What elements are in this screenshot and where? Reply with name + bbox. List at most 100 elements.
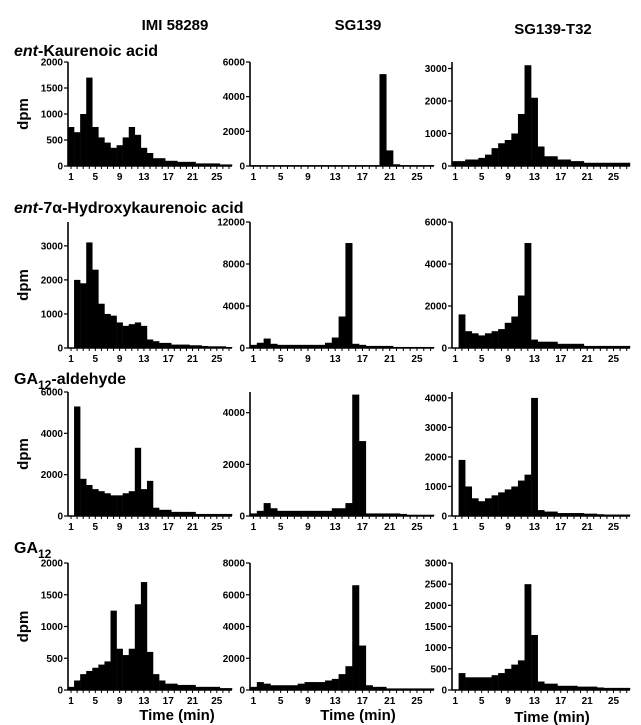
histogram-bar	[379, 513, 387, 516]
x-tick-label: 17	[555, 354, 567, 365]
histogram-bar	[465, 486, 473, 516]
histogram-bar	[171, 683, 178, 690]
y-tick-label: 1000	[425, 129, 448, 140]
x-tick-label: 13	[330, 696, 342, 707]
histogram-bar	[153, 674, 160, 691]
y-tick-label: 2000	[425, 302, 448, 313]
x-tick-label: 1	[68, 172, 74, 183]
histogram-bar	[165, 509, 172, 516]
histogram-bar	[177, 684, 184, 690]
histogram-bar	[616, 345, 624, 348]
histogram-bar	[557, 513, 565, 516]
histogram-bar	[531, 97, 538, 166]
x-tick-label: 17	[357, 172, 369, 183]
histogram-bar	[517, 295, 525, 348]
histogram-bar	[104, 493, 111, 516]
histogram-bar	[140, 489, 148, 516]
row-title-kaurenoic-acid: ent-Kaurenoic acid	[14, 43, 158, 60]
histogram-bar	[134, 322, 142, 348]
histogram-bar	[80, 114, 87, 166]
histogram-bar	[219, 346, 227, 348]
x-tick-label: 21	[187, 354, 199, 365]
histogram-bar	[304, 344, 312, 348]
x-tick-label: 17	[163, 354, 175, 365]
x-tick-label: 1	[453, 172, 459, 183]
y-tick-label: 0	[239, 686, 245, 697]
y-tick-label: 0	[57, 512, 63, 523]
histogram-bar	[171, 344, 178, 348]
histogram-bar	[458, 314, 466, 348]
histogram-bar	[498, 492, 505, 516]
x-tick-label: 9	[505, 522, 511, 533]
histogram-bar	[225, 688, 233, 691]
histogram-bar	[140, 325, 148, 348]
y-tick-label: 6000	[223, 58, 246, 69]
y-tick-label: 0	[441, 344, 447, 355]
x-tick-label: 25	[211, 354, 223, 365]
x-tick-label: 25	[608, 354, 620, 365]
x-tick-label: 9	[117, 522, 123, 533]
histogram-bar	[86, 670, 93, 690]
histogram-bar	[134, 134, 142, 166]
y-tick-label: 12000	[217, 218, 245, 229]
histogram-bar	[590, 162, 598, 166]
histogram-bar	[511, 316, 519, 348]
histogram-bar	[471, 677, 479, 690]
x-tick-label: 17	[163, 696, 175, 707]
histogram-bar	[134, 447, 142, 516]
histogram-bar	[207, 513, 215, 516]
x-tick-label: 17	[357, 696, 369, 707]
column-header-sg139-t32: SG139-T32	[514, 21, 592, 38]
x-tick-label: 21	[384, 354, 396, 365]
histogram-bar	[153, 158, 160, 166]
histogram-bar	[345, 243, 353, 348]
x-tick-label: 1	[68, 354, 74, 365]
histogram-bar	[128, 127, 136, 166]
histogram-bar	[74, 132, 81, 166]
histogram-bar	[471, 333, 479, 348]
histogram-bar	[603, 345, 611, 348]
histogram-bar	[159, 680, 166, 691]
y-axis-label: dpm	[15, 98, 32, 130]
histogram-bar	[207, 346, 215, 348]
histogram-bar	[116, 145, 123, 166]
y-tick-label: 3000	[425, 559, 448, 570]
x-tick-label: 17	[357, 522, 369, 533]
histogram-bar	[557, 343, 565, 348]
y-tick-label: 8000	[223, 559, 246, 570]
histogram-bar	[623, 687, 631, 690]
histogram-bar	[128, 491, 136, 516]
histogram-bar	[297, 683, 305, 690]
x-tick-label: 9	[117, 172, 123, 183]
y-tick-label: 4000	[223, 408, 246, 419]
histogram-bar	[201, 686, 208, 691]
histogram-bar	[338, 316, 346, 348]
histogram-bar	[365, 345, 373, 348]
y-tick-label: 0	[441, 162, 447, 173]
histogram-bar	[478, 501, 486, 516]
histogram-bar	[379, 74, 387, 166]
histogram-bar	[531, 397, 538, 516]
y-tick-label: 6000	[425, 218, 448, 229]
histogram-bar	[297, 510, 305, 516]
histogram-bar	[359, 645, 367, 690]
histogram-bar	[177, 161, 184, 166]
x-tick-label: 25	[211, 522, 223, 533]
histogram-bar	[213, 686, 221, 691]
histogram-bar	[318, 510, 326, 516]
histogram-bar	[610, 345, 618, 348]
histogram-bar	[359, 344, 367, 348]
row-title-prefix: GA	[14, 540, 38, 557]
histogram-bar	[318, 344, 326, 348]
x-tick-label: 13	[529, 696, 541, 707]
x-tick-label: 25	[608, 522, 620, 533]
histogram-bar	[564, 513, 571, 516]
x-tick-label: 25	[411, 354, 423, 365]
histogram-bar	[491, 675, 499, 690]
histogram-bar	[531, 634, 538, 690]
histogram-bar	[201, 345, 208, 348]
x-tick-label: 1	[453, 354, 459, 365]
row-title-italic: ent	[14, 200, 39, 217]
histogram-bar	[189, 161, 196, 166]
